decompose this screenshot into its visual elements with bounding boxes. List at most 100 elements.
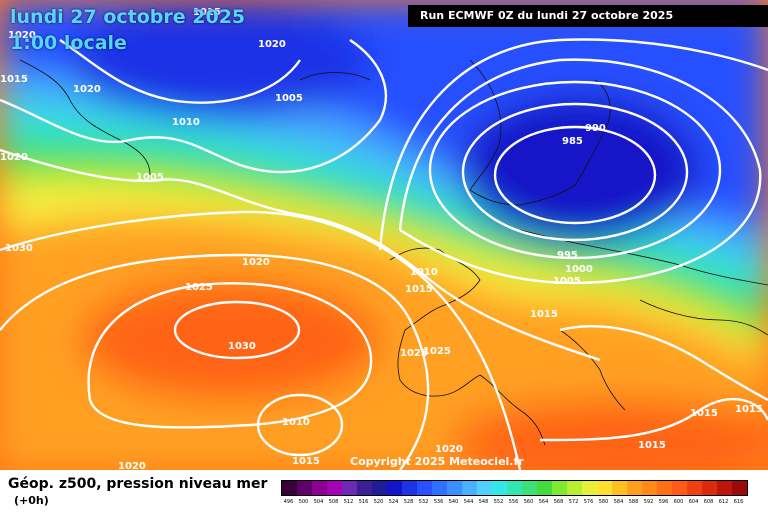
legend-label: 548: [478, 499, 489, 505]
isobar-label: 1030: [228, 341, 256, 352]
legend-label: 616: [733, 499, 744, 505]
legend-label: 572: [568, 499, 579, 505]
legend-swatch: [522, 481, 537, 495]
isobar-label: 1020: [73, 84, 101, 95]
legend-label: 592: [643, 499, 654, 505]
isobar-label: 1020: [435, 444, 463, 455]
isobar-label: 1030: [5, 243, 33, 254]
isobar-label: 1010: [172, 117, 200, 128]
legend-label: 584: [613, 499, 624, 505]
legend-label: 596: [658, 499, 669, 505]
isobar-label: 1015: [735, 404, 763, 415]
isobar-label: 1020: [8, 30, 36, 41]
isobars: [0, 38, 768, 470]
legend-label: 612: [718, 499, 729, 505]
legend-label: 552: [493, 499, 504, 505]
isobar-label: 1015: [530, 309, 558, 320]
isobar-label: 1010: [282, 417, 310, 428]
run-banner: Run ECMWF 0Z du lundi 27 octobre 2025: [408, 5, 768, 27]
legend-label: 568: [553, 499, 564, 505]
isobar-label: 1015: [405, 284, 433, 295]
legend-swatch: [387, 481, 402, 495]
legend-swatch: [567, 481, 582, 495]
legend-swatch: [627, 481, 642, 495]
legend-label: 540: [448, 499, 459, 505]
isobar-label: 1015: [690, 408, 718, 419]
isobar-label: 990: [585, 123, 606, 134]
legend-swatch: [492, 481, 507, 495]
isobar-label: 1000: [565, 264, 593, 275]
legend-label: 560: [523, 499, 534, 505]
legend-label: 520: [373, 499, 384, 505]
legend-swatch: [297, 481, 312, 495]
legend-swatch: [702, 481, 717, 495]
legend-label: 564: [538, 499, 549, 505]
isobar-labels: 1015 1020 1020 1015 1020 1010 1005 1020 …: [0, 7, 763, 470]
legend-swatch: [642, 481, 657, 495]
isobar-label: 1020: [242, 257, 270, 268]
isobar-label: 1015: [0, 74, 28, 85]
isobar-label: 1015: [193, 7, 221, 18]
legend-swatch: [552, 481, 567, 495]
legend-swatch: [582, 481, 597, 495]
legend-label: 608: [703, 499, 714, 505]
legend-swatch: [507, 481, 522, 495]
legend-label: 528: [403, 499, 414, 505]
isobar-label: 1015: [638, 440, 666, 451]
legend-swatch: [612, 481, 627, 495]
legend-label: 532: [418, 499, 429, 505]
legend-swatch: [357, 481, 372, 495]
copyright: Copyright 2025 Meteociel.fr: [350, 455, 524, 468]
product-title: Géop. z500, pression niveau mer: [8, 476, 268, 492]
isobar-label: 1025: [185, 282, 213, 293]
legend-label: 504: [313, 499, 324, 505]
map-time: 1:00 locale: [10, 32, 127, 54]
isobar-label: 1020: [0, 152, 28, 163]
isobar-label: 1025: [400, 348, 428, 359]
legend-label: 500: [298, 499, 309, 505]
legend-label: 576: [583, 499, 594, 505]
isobar-label: 1010: [410, 267, 438, 278]
legend-swatch: [372, 481, 387, 495]
isobar-label: 1005: [136, 172, 164, 183]
isobar-label: 1005: [553, 276, 581, 287]
legend-swatch: [447, 481, 462, 495]
legend-label: 508: [328, 499, 339, 505]
isobar-label: 995: [557, 250, 578, 261]
legend-label: 516: [358, 499, 369, 505]
legend-swatch: [312, 481, 327, 495]
legend-label: 604: [688, 499, 699, 505]
legend-label: 588: [628, 499, 639, 505]
legend-label: 496: [283, 499, 294, 505]
isobar-label: 985: [562, 136, 583, 147]
isobar-label: 1005: [275, 93, 303, 104]
legend-swatch: [672, 481, 687, 495]
legend-label: 512: [343, 499, 354, 505]
legend-swatch: [597, 481, 612, 495]
legend-label: 524: [388, 499, 399, 505]
weather-map: 1015 1020 1020 1015 1020 1010 1005 1020 …: [0, 0, 768, 470]
legend-swatch: [432, 481, 447, 495]
legend-swatch: [462, 481, 477, 495]
color-legend-labels: 496 500 504 508 512 516 520 524 528 532 536 540 544 5…: [281, 499, 746, 505]
legend-label: 600: [673, 499, 684, 505]
legend-swatch: [282, 481, 297, 495]
legend-label: 536: [433, 499, 444, 505]
isobar-label: 1015: [292, 456, 320, 467]
legend-swatch: [477, 481, 492, 495]
legend-label: 556: [508, 499, 519, 505]
legend-swatch: [417, 481, 432, 495]
legend-swatch: [402, 481, 417, 495]
legend-swatch: [327, 481, 342, 495]
isobar-label: 1020: [118, 461, 146, 470]
legend-swatch: [732, 481, 747, 495]
legend-label: 580: [598, 499, 609, 505]
legend-swatch: [342, 481, 357, 495]
legend-swatch: [687, 481, 702, 495]
map-date: lundi 27 octobre 2025: [10, 6, 246, 28]
isobar-label: 1020: [258, 39, 286, 50]
legend-swatch: [657, 481, 672, 495]
isobar-label: 1025: [423, 346, 451, 357]
legend-swatch: [717, 481, 732, 495]
legend-swatch: [537, 481, 552, 495]
